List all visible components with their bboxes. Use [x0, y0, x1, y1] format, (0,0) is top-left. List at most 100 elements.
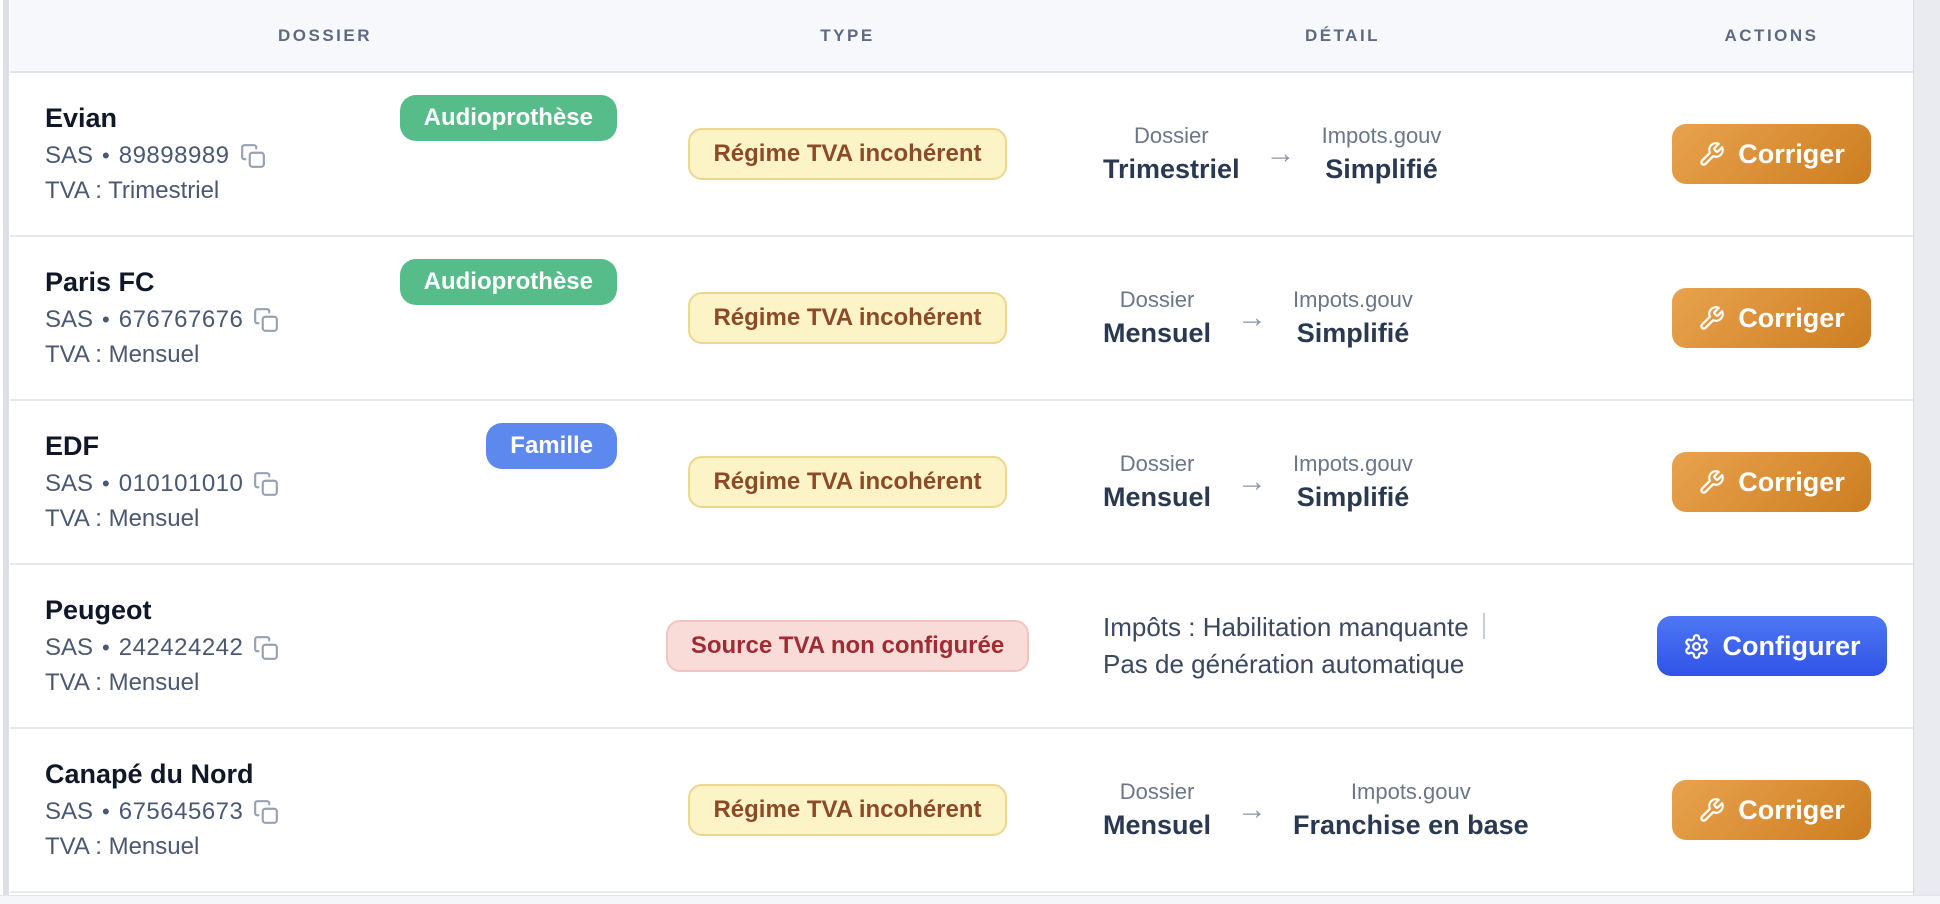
company-name: Peugeot — [45, 595, 152, 625]
issues-detail: Impôts : Habilitation manquante Pas de gé… — [1103, 609, 1523, 683]
actions-cell: Configurer — [1630, 616, 1913, 676]
legal-form-label: SAS — [45, 142, 94, 169]
page-right-gutter — [1913, 0, 1940, 904]
legal-form-label: SAS — [45, 306, 94, 333]
fix-button[interactable]: Corriger — [1672, 452, 1871, 512]
copy-icon[interactable] — [253, 799, 279, 825]
comparison-left-label: Dossier — [1119, 287, 1195, 312]
bullet-separator: • — [102, 143, 110, 168]
wrench-icon — [1700, 141, 1725, 166]
comparison-right-value: Simplifié — [1296, 482, 1410, 512]
regime-comparison: Dossier Mensuel → Impots.gouv Simplifié — [1103, 287, 1610, 349]
table-row: Paris FC SAS • 676767676 TVA : Mensuel A… — [10, 237, 1913, 401]
action-button-label: Corriger — [1738, 466, 1845, 497]
current-regime: Dossier Mensuel — [1103, 451, 1211, 513]
type-cell: Régime TVA incohérent — [640, 456, 1055, 508]
dossier-cell: Peugeot SAS • 242424242 TVA : Mensuel — [10, 593, 640, 699]
bullet-separator: • — [102, 635, 110, 660]
company-info: Paris FC SAS • 676767676 TVA : Mensuel — [45, 265, 279, 371]
comparison-left-value: Trimestriel — [1103, 154, 1240, 184]
actions-cell: Corriger — [1630, 288, 1913, 348]
category-badge: Audioprothèse — [399, 95, 617, 141]
table-header: DOSSIER TYPE DÉTAIL ACTIONS — [10, 0, 1913, 73]
comparison-right-label: Impots.gouv — [1321, 123, 1442, 148]
tva-regime-label: TVA : Mensuel — [45, 505, 200, 532]
table-row: EDF SAS • 010101010 TVA : Mensuel Famill… — [10, 401, 1913, 565]
arrow-right-icon: → — [1237, 301, 1268, 334]
current-regime: Dossier Mensuel — [1103, 287, 1211, 349]
category-badge: Famille — [486, 423, 617, 469]
card-edge-line — [3, 0, 9, 895]
detail-cell: Dossier Mensuel → Impots.gouv Simplifié — [1055, 287, 1630, 349]
target-regime: Impots.gouv Simplifié — [1293, 451, 1413, 513]
siren-number: 010101010 — [118, 470, 244, 497]
status-badge: Régime TVA incohérent — [688, 128, 1007, 180]
wrench-icon — [1700, 305, 1725, 330]
legal-form-label: SAS — [45, 470, 94, 497]
type-cell: Régime TVA incohérent — [640, 292, 1055, 344]
target-regime: Impots.gouv Franchise en base — [1293, 779, 1529, 841]
copy-icon[interactable] — [240, 143, 266, 169]
fix-button[interactable]: Corriger — [1672, 124, 1871, 184]
company-info: EDF SAS • 010101010 TVA : Mensuel — [45, 429, 279, 535]
copy-icon[interactable] — [253, 635, 279, 661]
comparison-right-label: Impots.gouv — [1293, 451, 1413, 476]
comparison-right-label: Impots.gouv — [1350, 779, 1471, 804]
comparison-left-label: Dossier — [1119, 779, 1195, 804]
table-row: Evian SAS • 89898989 TVA : Trimestriel A… — [10, 73, 1913, 237]
comparison-right-value: Franchise en base — [1293, 810, 1529, 840]
company-name: Evian — [45, 103, 118, 133]
status-badge: Régime TVA incohérent — [688, 784, 1007, 836]
page-bottom-gutter — [0, 895, 1940, 904]
detail-cell: Dossier Trimestriel → Impots.gouv Simpli… — [1055, 123, 1630, 185]
detail-cell: Impôts : Habilitation manquante Pas de gé… — [1055, 609, 1630, 683]
column-header-dossier: DOSSIER — [277, 25, 373, 45]
comparison-right-value: Simplifié — [1325, 154, 1438, 184]
current-regime: Dossier Mensuel — [1103, 779, 1211, 841]
tva-regime-label: TVA : Mensuel — [45, 669, 200, 696]
comparison-right-value: Simplifié — [1296, 318, 1410, 348]
action-button-label: Configurer — [1722, 630, 1861, 661]
current-regime: Dossier Trimestriel — [1103, 123, 1240, 185]
target-regime: Impots.gouv Simplifié — [1322, 123, 1442, 185]
actions-cell: Corriger — [1630, 780, 1913, 840]
column-header-actions: ACTIONS — [1724, 25, 1819, 45]
column-header-detail: DÉTAIL — [1304, 25, 1381, 45]
action-button-label: Corriger — [1738, 302, 1845, 333]
configure-button[interactable]: Configurer — [1656, 616, 1887, 676]
comparison-left-value: Mensuel — [1103, 482, 1212, 512]
fix-button[interactable]: Corriger — [1672, 288, 1871, 348]
company-meta: SAS • 676767676 — [45, 304, 279, 336]
status-badge: Source TVA non configurée — [665, 620, 1030, 672]
tva-regime-label: TVA : Trimestriel — [45, 177, 220, 204]
tva-regime-label: TVA : Mensuel — [45, 341, 200, 368]
copy-icon[interactable] — [253, 471, 279, 497]
siren-number: 676767676 — [118, 306, 244, 333]
arrow-right-icon: → — [1265, 137, 1296, 170]
dossier-cell: Evian SAS • 89898989 TVA : Trimestriel A… — [10, 95, 640, 207]
type-cell: Source TVA non configurée — [640, 620, 1055, 672]
status-badge: Régime TVA incohérent — [688, 456, 1007, 508]
dossier-cell: Paris FC SAS • 676767676 TVA : Mensuel A… — [10, 259, 640, 371]
regime-comparison: Dossier Trimestriel → Impots.gouv Simpli… — [1103, 123, 1610, 185]
target-regime: Impots.gouv Simplifié — [1293, 287, 1413, 349]
wrench-icon — [1700, 797, 1725, 822]
comparison-right-label: Impots.gouv — [1293, 287, 1413, 312]
company-info: Evian SAS • 89898989 TVA : Trimestriel — [45, 101, 266, 207]
category-badge: Audioprothèse — [399, 259, 617, 305]
company-info: Canapé du Nord SAS • 675645673 TVA : Men… — [45, 757, 279, 863]
company-name: Canapé du Nord — [45, 759, 254, 789]
dossier-cell: Canapé du Nord SAS • 675645673 TVA : Men… — [10, 757, 640, 863]
comparison-left-label: Dossier — [1134, 123, 1209, 148]
siren-number: 675645673 — [118, 798, 244, 825]
action-button-label: Corriger — [1738, 794, 1845, 825]
fix-button[interactable]: Corriger — [1672, 780, 1871, 840]
comparison-left-value: Mensuel — [1103, 810, 1212, 840]
company-name: EDF — [45, 431, 99, 461]
issue-divider — [1482, 613, 1485, 639]
issue-text: Impôts : Habilitation manquante — [1103, 612, 1469, 642]
regime-comparison: Dossier Mensuel → Impots.gouv Simplifié — [1103, 451, 1610, 513]
copy-icon[interactable] — [253, 307, 279, 333]
arrow-right-icon: → — [1237, 465, 1268, 498]
table-body: Evian SAS • 89898989 TVA : Trimestriel A… — [10, 73, 1913, 893]
